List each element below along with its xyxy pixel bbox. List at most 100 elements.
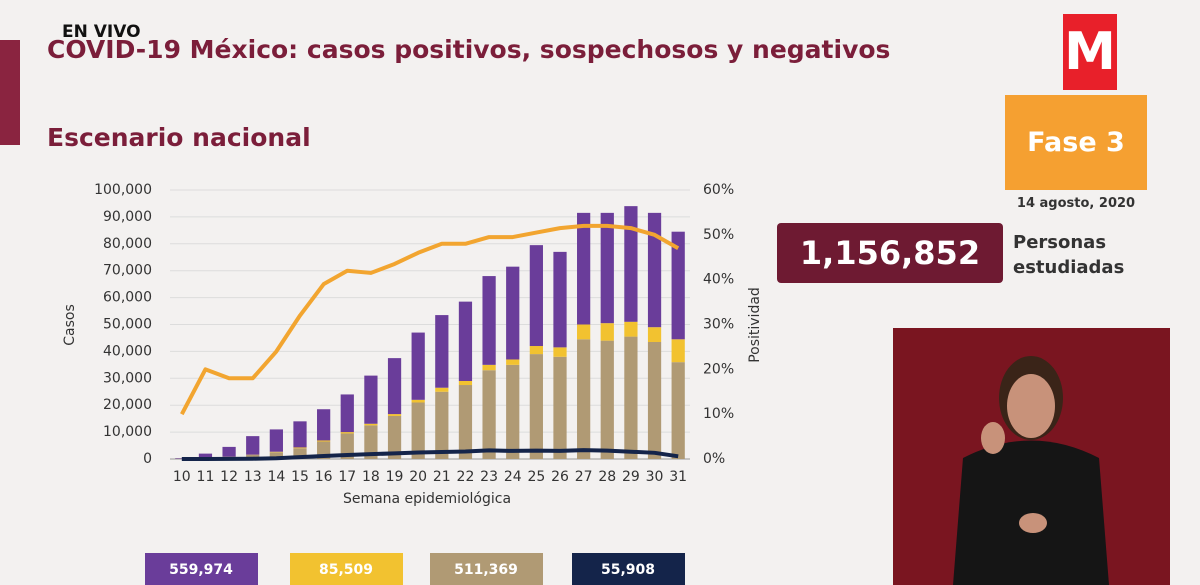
bar-segment [198,453,213,459]
bar-segment [435,315,449,388]
x-tick-label: 21 [433,469,451,485]
y2-tick-label: 30% [703,317,734,333]
face [1007,374,1055,438]
x-tick-label: 31 [669,469,687,485]
bar-segment [624,206,638,322]
x-tick-label: 27 [575,469,593,485]
bar-segment [458,301,473,381]
body [953,440,1109,585]
total-label: 85,509 [319,562,373,578]
bar-segment [506,266,520,360]
bar-segment [600,212,614,324]
date: 14 agosto, 2020 [1016,196,1136,211]
y-tick-label: 80,000 [103,236,152,252]
y-tick-label: 60,000 [103,290,152,306]
bar-segment [411,332,425,400]
bar-segment [600,340,614,459]
bar-segment [340,433,354,459]
bar-segment [553,356,567,459]
bar-segment [435,391,449,459]
total-box [430,553,543,585]
bar-segment [647,327,662,342]
x-tick-label: 28 [598,469,616,485]
x-tick-label: 15 [291,469,309,485]
bar-segment [269,451,283,453]
bar-segment [671,339,685,363]
x-tick-label: 30 [646,469,664,485]
y-tick-label: 10,000 [103,424,152,440]
bar-segment [600,323,614,341]
bar-segment [529,245,543,347]
x-tick-label: 18 [362,469,380,485]
bar-segment [364,425,378,459]
y2-tick-label: 40% [703,272,734,288]
x-tick-label: 12 [220,469,238,485]
bar-segment [411,399,425,403]
bar-segment [647,341,662,459]
y-tick-label: 20,000 [103,397,152,413]
total-box [290,553,403,585]
bar-segment [387,415,402,459]
total-box [145,553,258,585]
bar-segment [577,339,591,459]
bar-segment [340,432,354,434]
bar-segment [458,385,473,459]
bar-segment [577,212,591,325]
interpreter-video [893,328,1170,585]
x-tick-label: 29 [622,469,640,485]
subtitle: Escenario nacional [47,123,311,152]
y-tick-label: 0 [143,451,152,467]
y2-tick-label: 50% [703,227,734,243]
bar-segment [553,347,567,357]
studied-value: 1,156,852 [777,223,1003,283]
y2-axis-title: Positividad [747,287,763,363]
bar-segment [387,414,402,416]
bar-segment [671,231,685,340]
y2-tick-label: 60% [703,182,734,198]
hand [1019,513,1047,533]
bar-segment [269,452,283,459]
bar-segment [529,346,543,355]
x-tick-label: 11 [197,469,215,485]
y2-tick-label: 10% [703,406,734,422]
bar-segment [293,448,307,459]
logo: M [1063,14,1117,90]
x-tick-label: 23 [480,469,498,485]
bar-segment [340,394,354,433]
bar-segment [482,364,496,371]
y-axis-title: Casos [62,304,78,346]
line [180,223,680,416]
y-tick-label: 90,000 [103,209,152,225]
hand [981,422,1005,454]
bar-segment [671,362,685,459]
x-tick-label: 22 [457,469,475,485]
y-tick-label: 100,000 [94,182,152,198]
bar-segment [529,354,543,459]
bar-segment [435,387,449,392]
x-tick-label: 13 [244,469,262,485]
bar-segment [246,436,260,455]
bar-segment [506,359,520,365]
side-bar [0,40,20,145]
bar-segment [317,409,331,441]
title: COVID-19 México: casos positivos, sospec… [47,35,891,64]
phase-badge: Fase 3 [1005,95,1147,190]
total-label: 511,369 [454,562,518,578]
bar-segment [482,276,496,365]
y-tick-label: 70,000 [103,263,152,279]
bar-segment [411,402,425,459]
x-axis-title: Semana epidemiológica [343,491,511,507]
bar-segment [647,212,662,328]
total-label: 559,974 [169,562,233,578]
x-tick-label: 24 [504,469,522,485]
y2-tick-label: 20% [703,361,734,377]
live-label: EN VIVO [62,22,141,42]
bar-segment [317,440,331,442]
bar-segment [222,446,236,457]
x-tick-label: 25 [527,469,545,485]
x-tick-label: 16 [315,469,333,485]
x-tick-label: 26 [551,469,569,485]
total-label: 55,908 [601,562,655,578]
bar-segment [553,251,567,348]
